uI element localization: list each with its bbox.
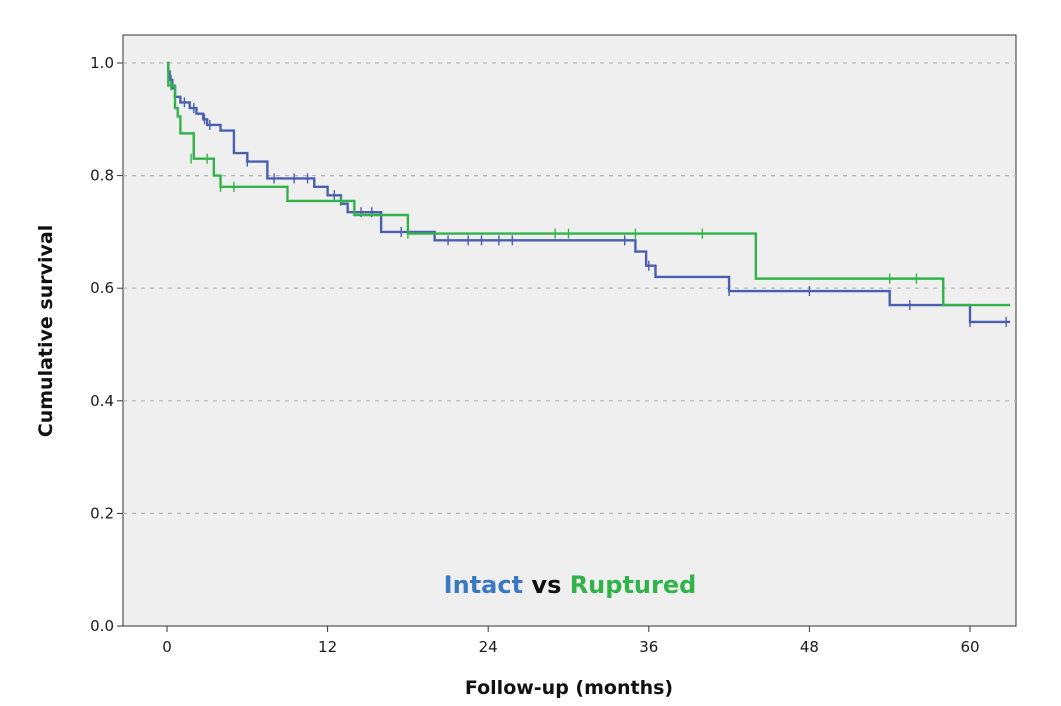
series-line-0 [167,61,1011,324]
x-tick-label: 36 [639,638,658,656]
y-tick-label: 0.2 [90,504,114,522]
x-tick-label: 48 [800,638,819,656]
x-tick-label: 24 [479,638,498,656]
axis-ticks: 0.0 0.2 0.4 0.6 0.8 1.0 0 12 24 36 48 60 [90,54,979,656]
y-axis-title: Cumulative survival [35,225,57,437]
y-tick-label: 0.0 [90,617,114,635]
x-tick-label: 12 [318,638,337,656]
annotation-part-1: vs [523,571,570,599]
y-tick-label: 0.6 [90,279,114,297]
annotation-part-0: Intact [444,571,523,599]
y-tick-label: 1.0 [90,54,114,72]
chart-annotation: Intact vs Ruptured [444,571,697,599]
x-tick-label: 60 [960,638,979,656]
annotation-part-2: Ruptured [570,571,697,599]
y-tick-label: 0.8 [90,167,114,185]
y-tick-label: 0.4 [90,392,114,410]
series-line-1 [167,61,1011,307]
x-axis-title: Follow-up (months) [465,677,673,699]
series-layer [167,61,1011,327]
plot-area [122,34,1017,627]
x-tick-label: 0 [162,638,172,656]
